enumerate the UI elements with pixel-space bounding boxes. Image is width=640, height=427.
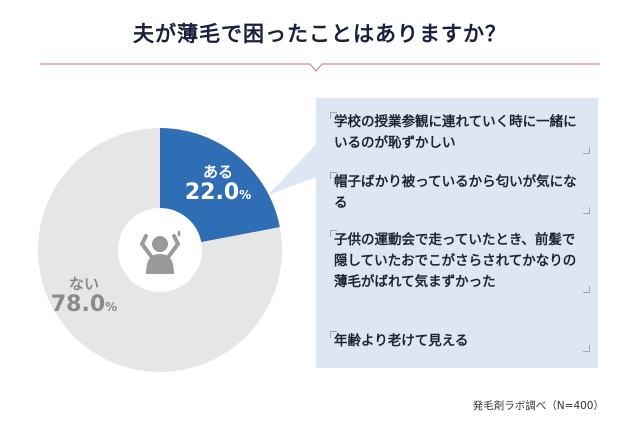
callout-pointer — [268, 138, 322, 195]
slice-label-no: ない 78.0% — [44, 276, 124, 317]
title-divider — [40, 63, 600, 72]
comment-panel — [316, 98, 598, 368]
slice-unit-no: % — [105, 299, 118, 314]
slice-value-no: 78.0 — [50, 291, 106, 317]
page-title: 夫が薄毛で困ったことはありますか？ — [133, 22, 507, 46]
source-note: 発毛剤ラボ調べ（N=400） — [472, 400, 604, 412]
comment-3: 子供の運動会で走っていたとき、前髪で隠していたおでこがさらされてかなりの薄毛がば… — [330, 230, 590, 293]
pie-slice-yes — [160, 128, 280, 250]
slice-value-yes: 22.0 — [184, 179, 240, 205]
slice-unit-yes: % — [239, 187, 252, 202]
distressed-person-icon — [139, 230, 181, 274]
comment-2: 帽子ばかり被っているから匂いが気になる — [330, 172, 590, 214]
comment-4: 年齢より老けて見える — [330, 331, 590, 352]
comment-1: 学校の授業参観に連れていく時に一緒にいるのが恥ずかしい — [330, 112, 590, 154]
slice-label-yes: ある 22.0% — [178, 164, 258, 205]
slice-category-no: ない — [68, 275, 99, 293]
slice-category-yes: ある — [202, 163, 233, 181]
